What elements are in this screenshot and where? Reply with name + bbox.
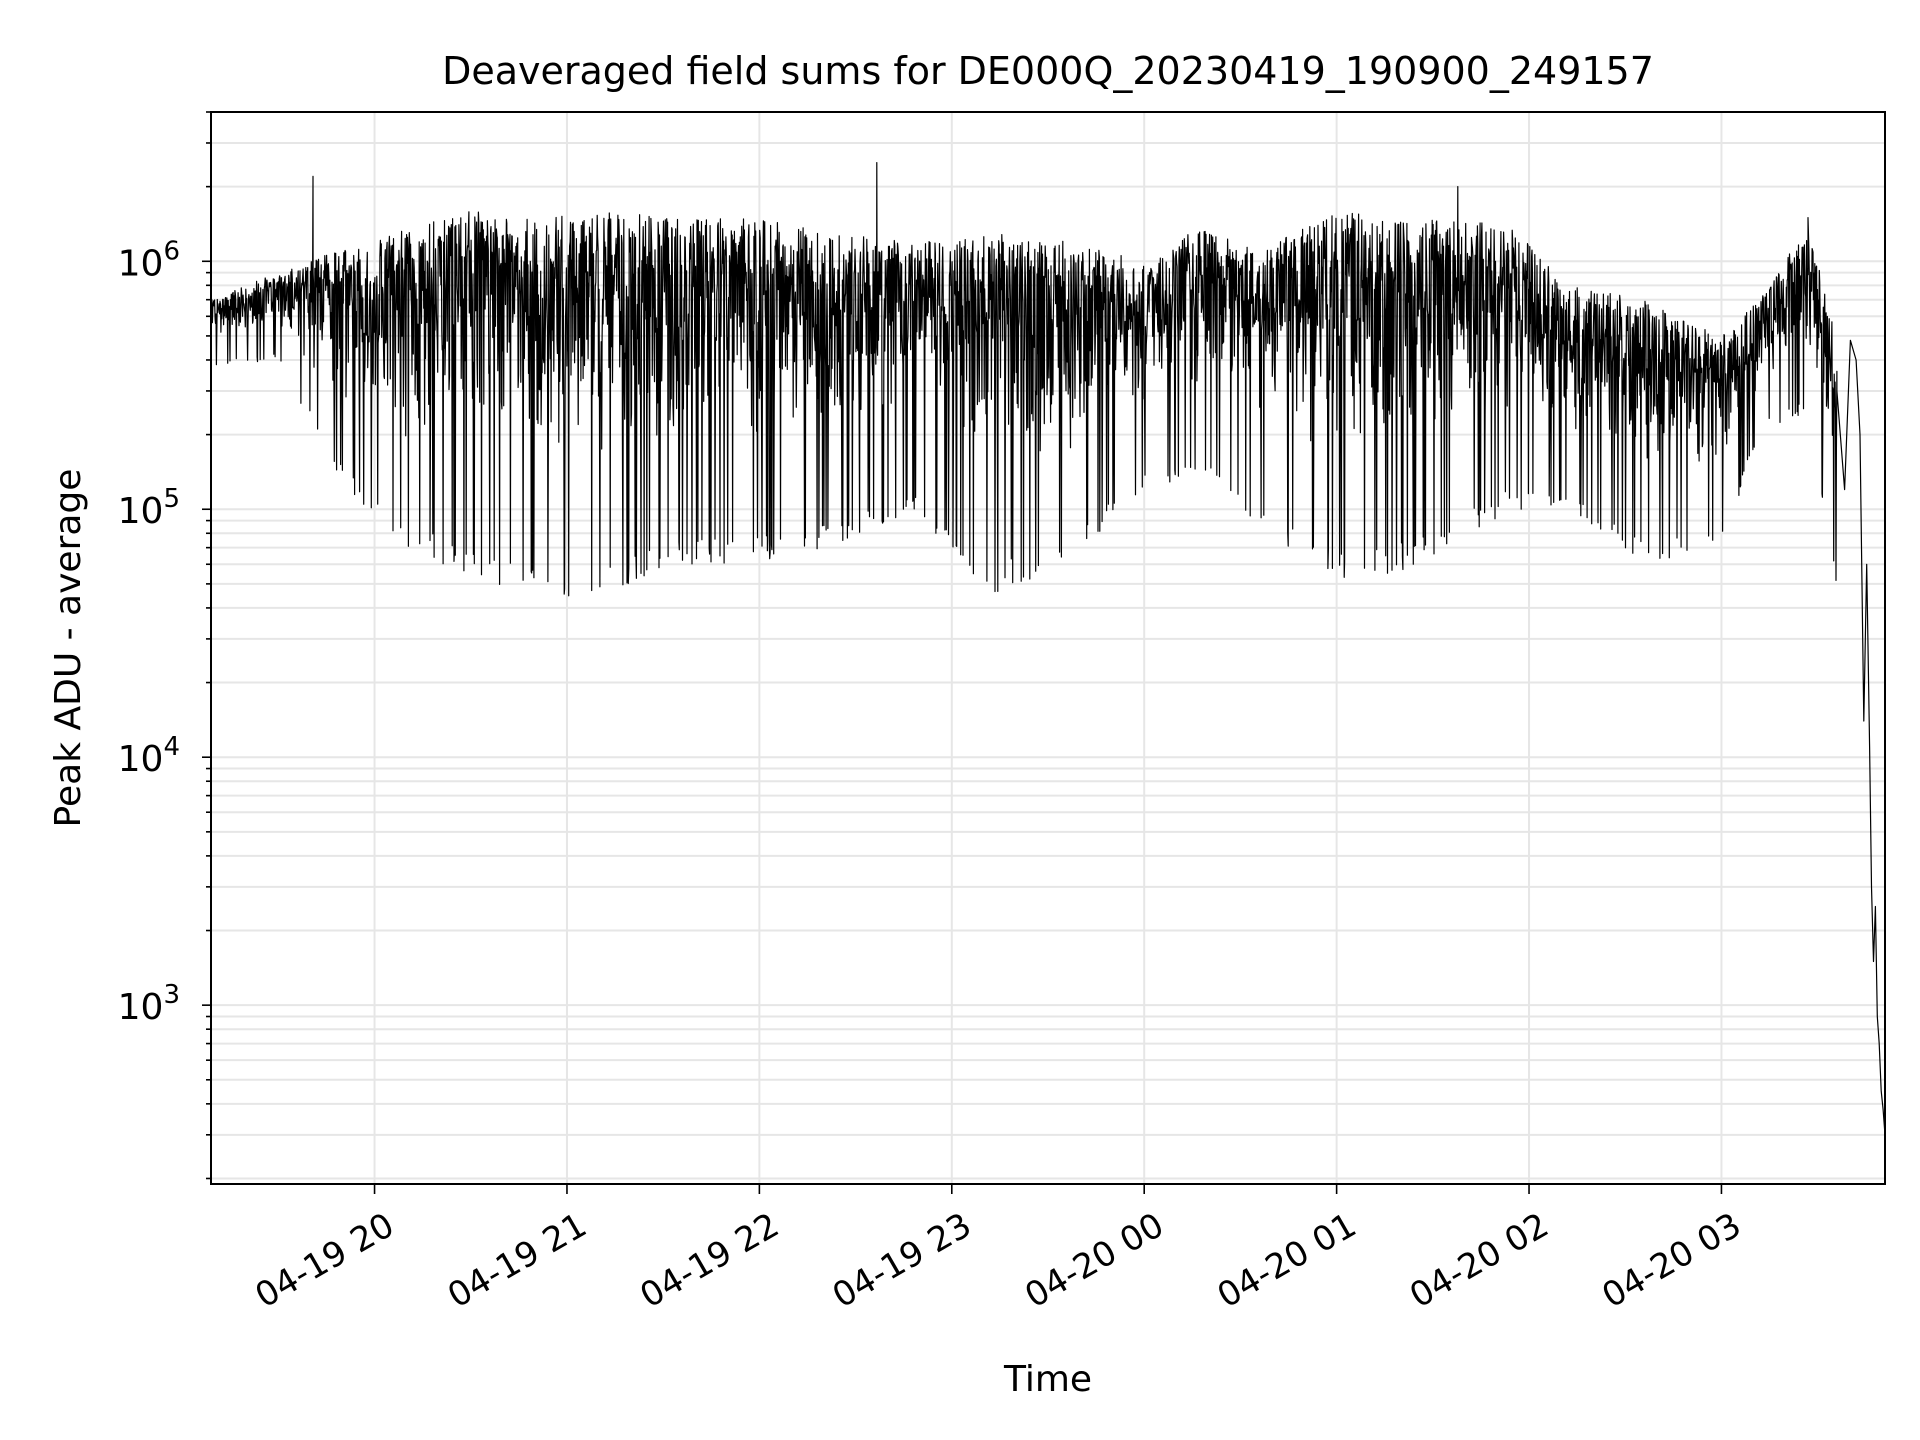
y-tick-exponent: 4 [163, 732, 180, 762]
y-tick-label: 106 [118, 236, 180, 284]
y-tick-base: 10 [118, 739, 164, 780]
series-line [210, 162, 1886, 1135]
y-tick-label: 104 [118, 732, 180, 780]
grid-lines [211, 111, 1885, 1184]
x-axis-label: Time [1003, 1359, 1092, 1400]
y-tick-base: 10 [118, 987, 164, 1028]
chart-title: Deaveraged field sums for DE000Q_2023041… [442, 49, 1654, 93]
y-tick-label: 103 [118, 980, 180, 1028]
y-tick-exponent: 6 [163, 236, 180, 266]
y-axis-label: Peak ADU - average [48, 469, 89, 828]
series-path [210, 162, 1886, 1135]
y-tick-base: 10 [118, 491, 164, 532]
y-tick-exponent: 5 [163, 484, 180, 514]
y-tick-exponent: 3 [163, 980, 180, 1010]
plot-frame [210, 111, 1886, 1185]
y-tick-label: 105 [118, 484, 180, 532]
y-tick-base: 10 [118, 243, 164, 284]
